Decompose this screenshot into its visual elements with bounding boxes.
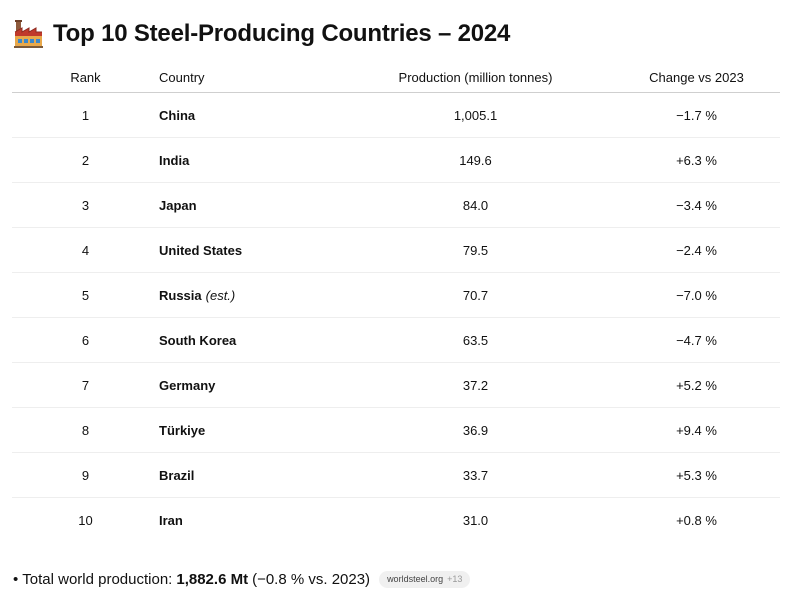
- change-cell: +9.4 %: [613, 407, 780, 453]
- header-country: Country: [159, 62, 338, 93]
- production-cell: 33.7: [338, 452, 613, 498]
- rank-cell: 2: [12, 137, 159, 183]
- total-label: Total world production:: [22, 570, 173, 588]
- country-note: (est.): [205, 287, 236, 303]
- country-name: Russia: [159, 287, 202, 303]
- country-cell: Russia (est.): [159, 272, 338, 318]
- production-cell: 63.5: [338, 317, 613, 363]
- production-cell: 31.0: [462, 512, 489, 528]
- rank-cell: 6: [12, 317, 159, 363]
- table-row: 3 Japan 84.0 −3.4 %: [12, 182, 780, 228]
- country-name: India: [159, 152, 190, 168]
- production-cell: 36.9: [338, 407, 613, 453]
- table-row: 6 South Korea 63.5 −4.7 %: [12, 317, 780, 363]
- change-cell: −7.0 %: [613, 272, 780, 318]
- change-cell: +5.2 %: [613, 362, 780, 408]
- table-row: 8 Türkiye 36.9 +9.4 %: [12, 407, 780, 453]
- table-row: 4 United States 79.5 −2.4 %: [12, 227, 780, 273]
- country-name: Japan: [159, 197, 197, 213]
- rank-cell: 3: [12, 182, 159, 228]
- table-header-row: Rank Country Production (million tonnes)…: [12, 62, 780, 93]
- production-cell: 79.5: [338, 227, 613, 273]
- change-cell: −3.4 %: [613, 182, 780, 228]
- country-cell: United States: [159, 227, 338, 273]
- production-cell: 70.7: [338, 272, 613, 318]
- table-row: 5 Russia (est.) 70.7 −7.0 %: [12, 272, 780, 318]
- country-name: United States: [159, 242, 243, 258]
- rank-cell: 1: [12, 92, 159, 138]
- total-value: 1,882.6 Mt: [176, 570, 249, 588]
- bullet-marker: •: [13, 570, 19, 588]
- change-cell: +0.8 %: [676, 512, 717, 528]
- title-row: Top 10 Steel-Producing Countries – 2024: [13, 16, 510, 52]
- rank-cell: 7: [12, 362, 159, 408]
- rank-cell: 8: [12, 407, 159, 453]
- header-change: Change vs 2023: [613, 62, 780, 93]
- rank-cell: 4: [12, 227, 159, 273]
- factory-icon: [14, 20, 43, 48]
- production-cell: 149.6: [338, 137, 613, 183]
- country-cell: Brazil: [159, 452, 338, 498]
- total-comparison: (−0.8 % vs. 2023): [252, 570, 371, 588]
- source-label: worldsteel.org: [387, 574, 444, 584]
- header-rank: Rank: [12, 62, 159, 93]
- source-chip[interactable]: worldsteel.org +13: [379, 570, 471, 588]
- change-cell: +6.3 %: [613, 137, 780, 183]
- country-cell: Iran: [159, 498, 338, 543]
- country-name: Germany: [159, 377, 216, 393]
- table-row: 9 Brazil 33.7 +5.3 %: [12, 452, 780, 498]
- change-cell: +5.3 %: [613, 452, 780, 498]
- table-body: 1 China 1,005.1 −1.7 % 2 India 149.6 +6.3 % 3 Jap…: [12, 92, 780, 543]
- production-cell: 37.2: [338, 362, 613, 408]
- country-cell: Japan: [159, 182, 338, 228]
- table-row: 1 China 1,005.1 −1.7 %: [12, 92, 780, 138]
- rank-cell: 5: [12, 272, 159, 318]
- rank-cell: 10: [78, 512, 93, 528]
- source-count: +13: [447, 574, 463, 584]
- country-name: South Korea: [159, 332, 237, 348]
- steel-production-table: Rank Country Production (million tonnes)…: [12, 62, 780, 542]
- country-cell: India: [159, 137, 338, 183]
- footer-summary: • Total world production: 1,882.6 Mt (−0…: [13, 569, 471, 589]
- country-cell: China: [159, 92, 338, 138]
- country-cell: Türkiye: [159, 407, 338, 453]
- table-row: 10 Iran 31.0 +0.8 %: [12, 498, 780, 543]
- production-cell: 84.0: [338, 182, 613, 228]
- country-name: Türkiye: [159, 422, 206, 438]
- table-row: 2 India 149.6 +6.3 %: [12, 137, 780, 183]
- page-title: Top 10 Steel-Producing Countries – 2024: [53, 20, 511, 47]
- change-cell: −4.7 %: [613, 317, 780, 363]
- production-cell: 1,005.1: [338, 92, 613, 138]
- country-cell: South Korea: [159, 317, 338, 363]
- country-name: China: [159, 107, 196, 123]
- country-name: Iran: [159, 512, 183, 528]
- change-cell: −2.4 %: [613, 227, 780, 273]
- country-name: Brazil: [159, 467, 195, 483]
- header-production: Production (million tonnes): [338, 62, 613, 93]
- country-cell: Germany: [159, 362, 338, 408]
- table-row: 7 Germany 37.2 +5.2 %: [12, 362, 780, 408]
- rank-cell: 9: [12, 452, 159, 498]
- change-cell: −1.7 %: [613, 92, 780, 138]
